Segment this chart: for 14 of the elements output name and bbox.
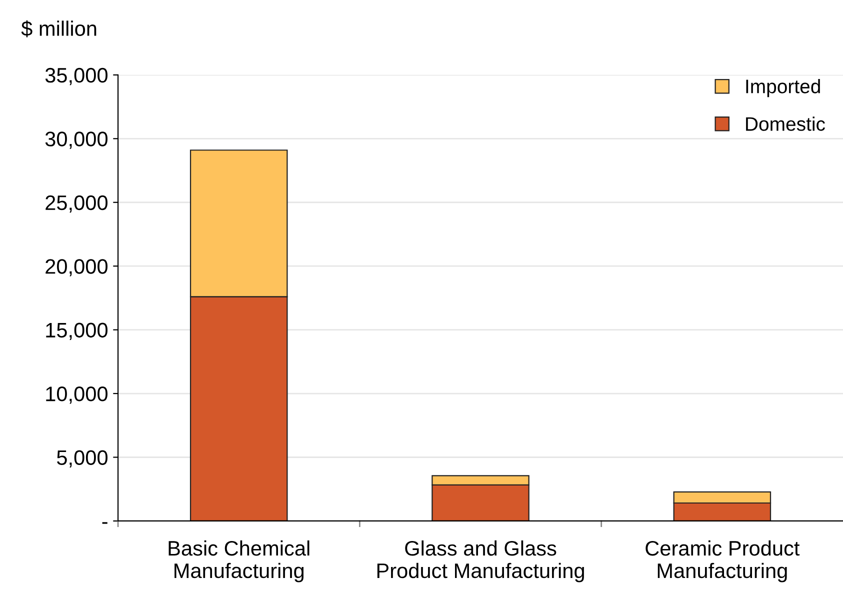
x-tick-label: Glass and Glass Product Manufacturing: [377, 540, 584, 582]
y-tick-label: 20,000: [46, 259, 108, 276]
y-axis-title: $ million: [21, 20, 96, 38]
y-tick-label: 15,000: [46, 322, 108, 340]
y-tick-label: 25,000: [46, 195, 108, 213]
legend-label: Domestic: [746, 116, 825, 131]
y-tick-label: 5,000: [57, 450, 108, 468]
y-tick-label: -: [102, 522, 108, 524]
y-tick-label: 30,000: [45, 132, 108, 149]
legend-label: Imported: [746, 79, 820, 98]
y-tick-label: 35,000: [45, 68, 108, 86]
x-tick-label: Basic Chemical Manufacturing: [168, 540, 310, 582]
y-tick-label: 10,000: [46, 386, 108, 404]
x-tick-label: Ceramic Product Manufacturing: [646, 540, 800, 582]
